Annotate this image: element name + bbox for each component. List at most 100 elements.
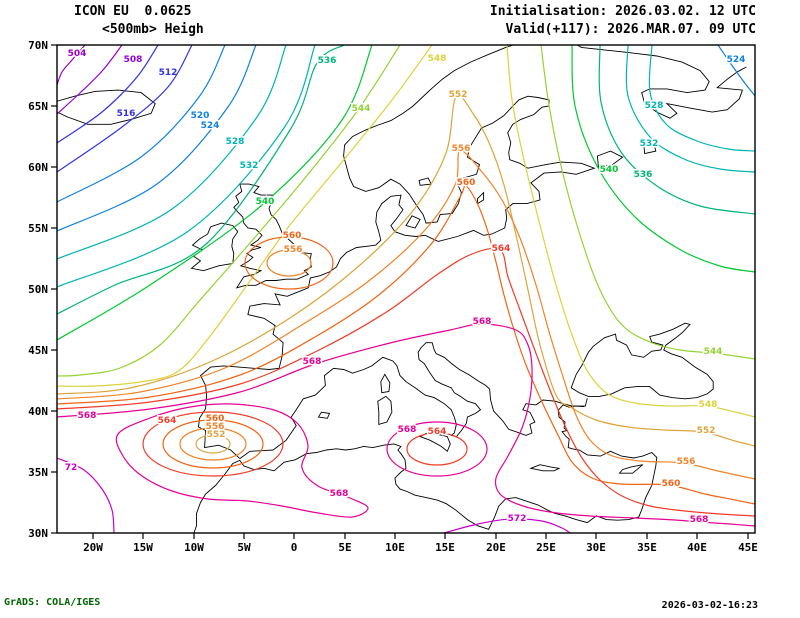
contour-label: 528: [226, 137, 245, 147]
axis-tick-label: 20E: [486, 541, 506, 554]
field-title: <500mb> Heigh: [102, 22, 204, 37]
contour-label: 552: [207, 430, 226, 440]
contour-label: 560: [662, 479, 681, 489]
contour-label: 536: [318, 56, 337, 66]
coastline: [418, 177, 432, 186]
contour-label: 508: [124, 55, 143, 65]
contour-548: [506, 45, 755, 418]
contour-560: [162, 419, 264, 469]
axis-tick-label: 10W: [184, 541, 204, 554]
coastline: [477, 191, 485, 205]
contour-label: 568: [473, 317, 492, 327]
contour-540: [57, 45, 373, 341]
coastline: [529, 464, 561, 472]
contour-label: 540: [256, 197, 275, 207]
contour-540: [571, 45, 755, 273]
contour-label: 544: [704, 347, 723, 357]
coastline: [405, 215, 421, 229]
contour-572: [443, 518, 571, 533]
axis-tick-label: 25E: [536, 541, 556, 554]
coastline: [57, 89, 156, 125]
contour-536: [598, 45, 755, 215]
coastline: [380, 373, 391, 394]
axis-tick-label: 45E: [738, 541, 758, 554]
coastline: [576, 45, 747, 119]
coastline: [618, 464, 643, 474]
contour-544: [57, 45, 401, 377]
axis-tick-label: 45N: [28, 344, 48, 357]
coastline: [190, 222, 239, 272]
contour-524: [717, 45, 755, 97]
contour-524: [57, 45, 257, 232]
axis-tick-label: 50N: [28, 283, 48, 296]
coastline: [193, 404, 658, 533]
contour-label: 568: [398, 425, 417, 435]
contour-label: 548: [699, 400, 718, 410]
coastline: [643, 138, 657, 155]
contour-560: [244, 236, 334, 290]
contour-556: [266, 249, 312, 277]
axis-tick-label: 5W: [237, 541, 251, 554]
contour-label: 568: [303, 357, 322, 367]
contour-516: [57, 45, 193, 173]
contour-label: 560: [283, 231, 302, 241]
contour-564: [57, 247, 755, 517]
coastline: [570, 322, 714, 400]
axis-tick-label: 15W: [133, 541, 153, 554]
contour-548: [57, 45, 433, 387]
contour-label: 560: [206, 414, 225, 424]
contour-label: 552: [449, 90, 468, 100]
contour-label: 556: [452, 144, 471, 154]
contour-572: [57, 457, 115, 533]
contour-564: [142, 411, 284, 477]
contour-label: 528: [645, 101, 664, 111]
contour-label: 532: [640, 139, 659, 149]
coastline: [239, 342, 588, 459]
contour-label: 572: [508, 514, 527, 524]
initialisation-time: Initialisation: 2026.03.02. 12 UTC: [489, 4, 756, 19]
contour-552: [57, 95, 755, 447]
contour-label: 556: [284, 245, 303, 255]
axis-tick-label: 55N: [28, 222, 48, 235]
axis-tick-label: 30E: [586, 541, 606, 554]
contour-label: 524: [727, 55, 746, 65]
axis-tick-label: 20W: [83, 541, 103, 554]
model-title: ICON EU 0.0625: [74, 4, 192, 19]
contour-label: 556: [206, 422, 225, 432]
contour-label: 504: [68, 49, 87, 59]
contour-label: 544: [352, 104, 371, 114]
coastline: [377, 395, 393, 426]
contour-532: [625, 45, 755, 173]
contour-536: [57, 45, 345, 315]
axis-tick-label: 40E: [687, 541, 707, 554]
contour-label: 564: [428, 427, 447, 437]
valid-time: Valid(+117): 2026.MAR.07. 09 UTC: [505, 22, 756, 37]
contour-564: [406, 432, 468, 466]
contour-556: [57, 150, 755, 480]
creation-timestamp: 2026-03-02-16:23: [661, 600, 758, 611]
contour-label: 568: [330, 489, 349, 499]
contour-label: 524: [201, 121, 220, 131]
axis-tick-label: 15E: [435, 541, 455, 554]
axis-tick-label: 65N: [28, 100, 48, 113]
contour-544: [540, 45, 755, 360]
contour-label: 568: [78, 411, 97, 421]
contour-label: 516: [117, 109, 136, 119]
contour-512: [57, 45, 159, 144]
contour-label: 520: [191, 111, 210, 121]
coastline: [596, 150, 624, 168]
contour-label: 560: [457, 178, 476, 188]
contour-label: 548: [428, 54, 447, 64]
contour-528: [648, 45, 755, 152]
contour-label: 532: [240, 161, 259, 171]
axis-tick-label: 40N: [28, 405, 48, 418]
axis-tick-label: 35N: [28, 466, 48, 479]
contour-528: [57, 45, 287, 260]
contour-label: 568: [690, 515, 709, 525]
contour-508: [57, 45, 123, 115]
axis-tick-label: 60N: [28, 161, 48, 174]
contour-504: [57, 45, 86, 86]
contour-556: [179, 427, 247, 461]
